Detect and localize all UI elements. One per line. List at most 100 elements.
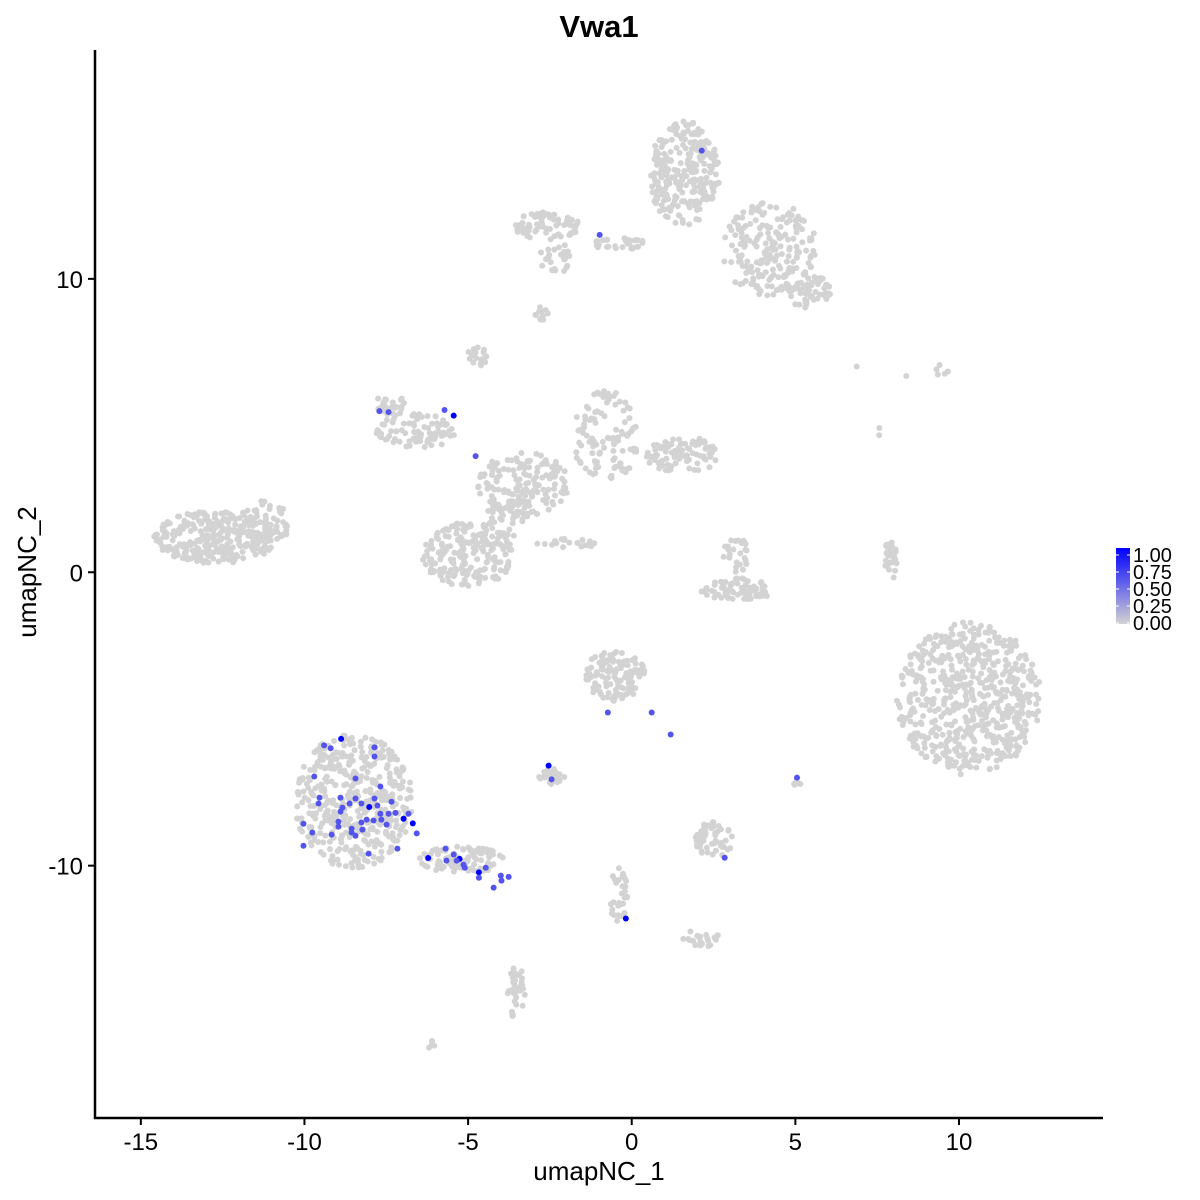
cell-point: [396, 832, 403, 839]
cell-point: [661, 150, 668, 157]
cell-point: [773, 204, 780, 211]
cell-point: [751, 240, 758, 247]
cell-point: [656, 465, 663, 472]
expressed-cell-point: [648, 709, 655, 716]
cell-point: [898, 713, 905, 720]
cell-point: [677, 453, 684, 460]
cell-point: [981, 643, 988, 650]
cell-point: [282, 530, 289, 537]
cell-point: [521, 504, 528, 511]
cell-point: [674, 167, 681, 174]
cell-point: [759, 588, 766, 595]
cell-point: [495, 486, 502, 493]
cell-point: [347, 774, 354, 781]
cell-point: [933, 366, 940, 373]
cell-point: [472, 536, 479, 543]
cell-point: [543, 229, 550, 236]
cell-point: [612, 676, 619, 683]
cell-point: [160, 534, 167, 541]
cell-point: [305, 774, 312, 781]
cell-point: [649, 189, 656, 196]
cell-point: [522, 471, 529, 478]
cell-point: [488, 484, 495, 491]
cell-point: [728, 833, 735, 840]
cell-point: [623, 236, 630, 243]
cell-point: [930, 640, 937, 647]
cell-point: [500, 466, 507, 473]
cell-point: [712, 579, 719, 586]
cell-point: [676, 149, 683, 156]
cell-point: [793, 264, 800, 271]
cell-point: [939, 731, 946, 738]
cell-point: [300, 788, 307, 795]
cell-point: [323, 773, 330, 780]
cell-point: [411, 429, 418, 436]
cell-point: [421, 443, 428, 450]
cell-point: [610, 697, 617, 704]
expressed-cell-point: [425, 855, 432, 862]
cell-point: [703, 174, 710, 181]
cell-point: [1004, 732, 1011, 739]
cell-point: [359, 749, 366, 756]
cell-point: [553, 222, 560, 229]
cell-point: [786, 246, 793, 253]
cell-point: [780, 274, 787, 281]
cell-point: [934, 687, 941, 694]
cell-point: [801, 217, 808, 224]
cell-point: [510, 513, 517, 520]
cell-point: [183, 520, 190, 527]
cell-point: [274, 528, 281, 535]
cell-point: [393, 403, 400, 410]
cell-point: [225, 524, 232, 531]
cell-point: [788, 293, 795, 300]
expressed-cell-point: [335, 823, 342, 830]
cell-point: [314, 759, 321, 766]
cell-point: [885, 541, 892, 548]
cell-point: [676, 185, 683, 192]
cell-point: [481, 346, 488, 353]
cell-point: [725, 826, 732, 833]
cell-point: [980, 664, 987, 671]
expressed-cell-point: [337, 808, 344, 815]
cell-point: [519, 219, 526, 226]
cell-point: [693, 146, 700, 153]
cell-point: [349, 864, 356, 871]
cell-point: [1013, 752, 1020, 759]
cell-point: [561, 468, 568, 475]
cell-point: [438, 571, 445, 578]
cell-point: [728, 242, 735, 249]
cell-point: [748, 209, 755, 216]
legend-tick-label: 0.00: [1133, 613, 1172, 635]
cell-point: [753, 585, 760, 592]
cell-point: [775, 274, 782, 281]
cell-point: [793, 243, 800, 250]
cell-point: [362, 734, 369, 741]
cell-point: [393, 766, 400, 773]
cell-point: [761, 249, 768, 256]
cell-point: [885, 552, 892, 559]
cell-point: [586, 666, 593, 673]
cell-point: [960, 745, 967, 752]
cell-point: [815, 281, 822, 288]
cell-point: [535, 482, 542, 489]
cell-point: [719, 844, 726, 851]
cell-point: [623, 670, 630, 677]
cell-point: [725, 546, 732, 553]
expressed-cell-point: [667, 731, 674, 738]
cell-point: [629, 679, 636, 686]
cell-point: [983, 677, 990, 684]
cell-point: [925, 734, 932, 741]
cell-point: [563, 250, 570, 257]
cell-point: [526, 224, 533, 231]
cell-point: [712, 457, 719, 464]
cell-point: [533, 450, 540, 457]
cell-point: [768, 274, 775, 281]
cell-point: [357, 812, 364, 819]
cell-point: [176, 527, 183, 534]
cell-point: [615, 658, 622, 665]
cell-point: [202, 557, 209, 564]
cell-point: [486, 520, 493, 527]
expressed-cell-point: [475, 869, 482, 876]
cell-point: [1007, 752, 1014, 759]
cell-point: [329, 857, 336, 864]
